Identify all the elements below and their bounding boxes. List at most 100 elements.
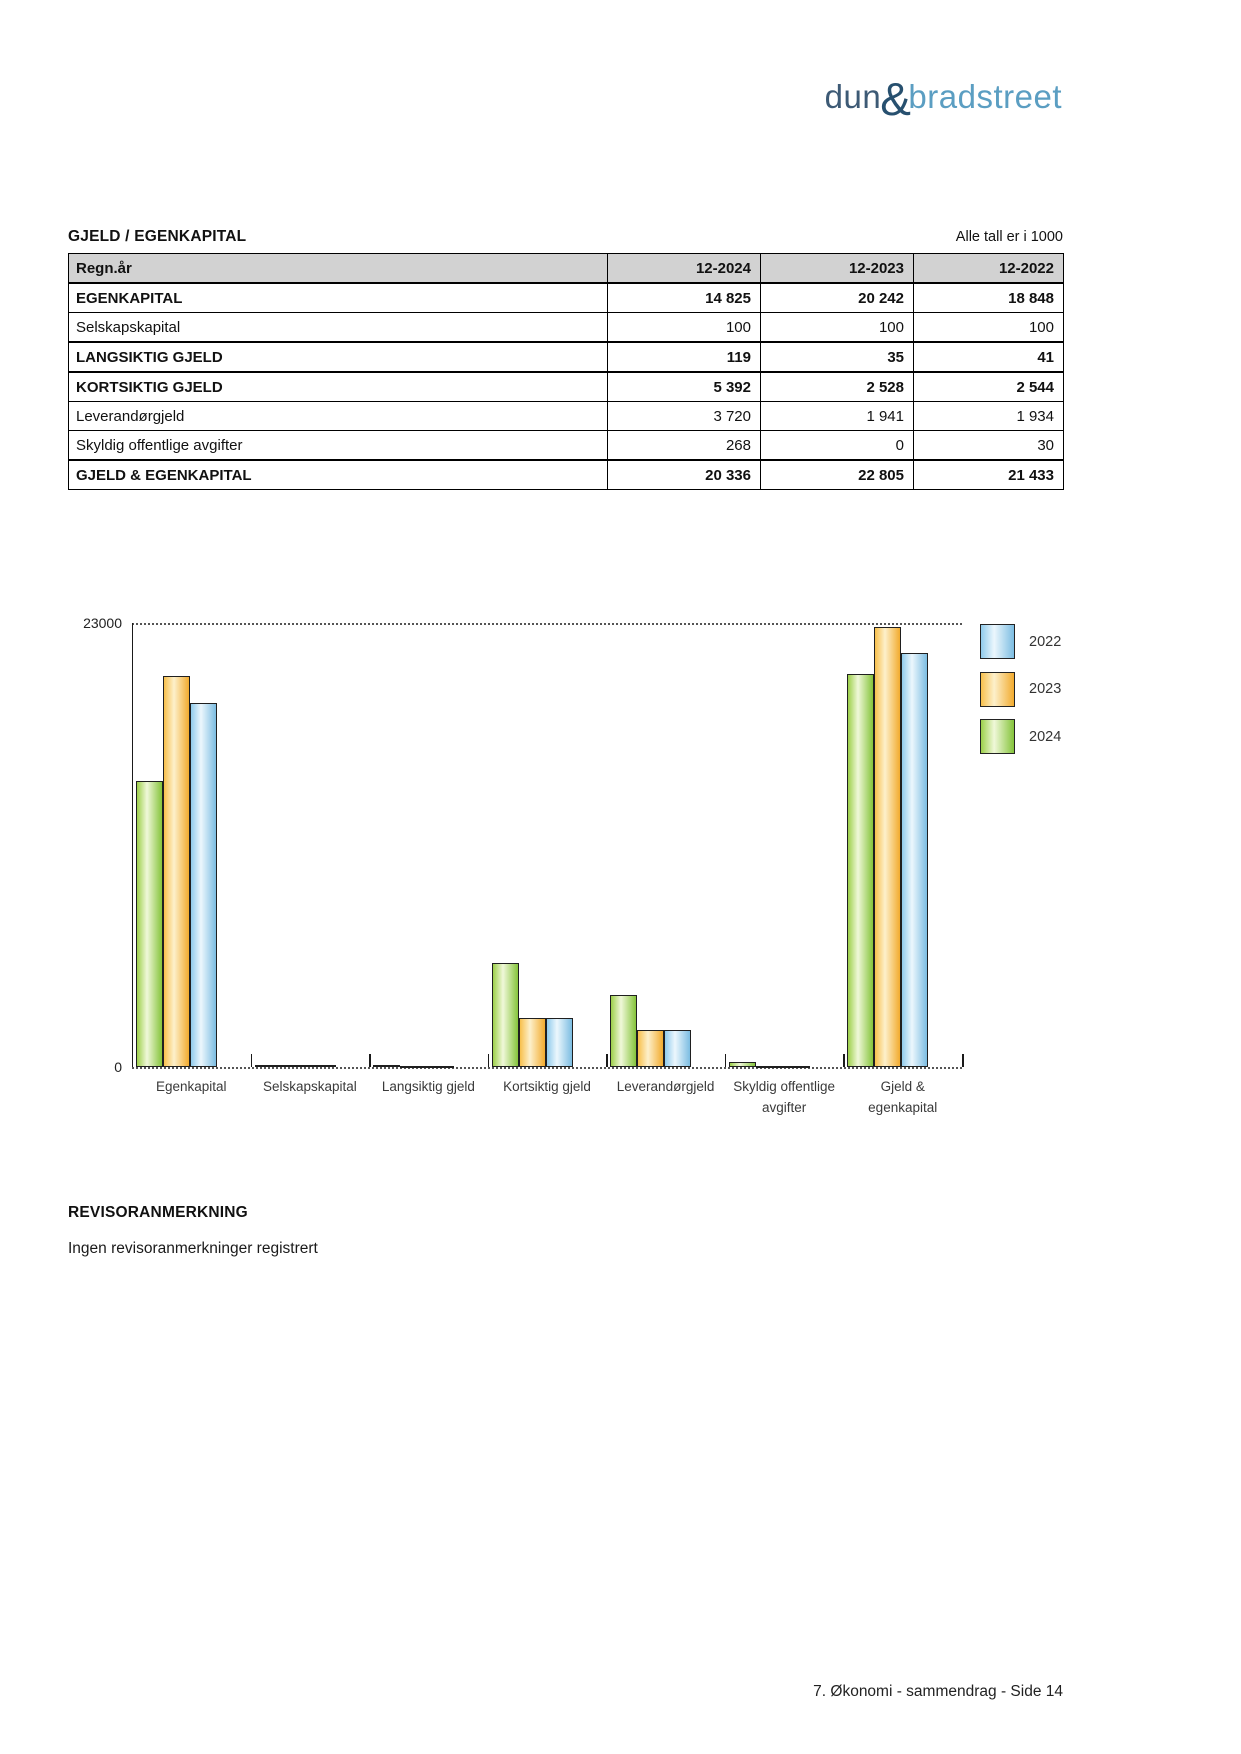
y-axis: [132, 623, 133, 1067]
row-value: 2 528: [760, 371, 914, 402]
x-axis-label: Leverandørgjeld: [616, 1079, 715, 1094]
bar: [782, 1065, 810, 1068]
row-label: EGENKAPITAL: [68, 282, 608, 313]
x-axis-tick: [843, 1054, 845, 1067]
row-value: 22 805: [760, 459, 914, 490]
logo-word-bradstreet: bradstreet: [908, 78, 1062, 115]
x-axis-tick: [724, 1054, 727, 1067]
row-label: GJELD & EGENKAPITAL: [68, 459, 608, 490]
row-value: 5 392: [607, 371, 761, 402]
row-value: 100: [760, 312, 914, 343]
legend-label: 2024: [1029, 728, 1062, 745]
x-axis-label: Skyldig offentlige avgifter: [733, 1079, 836, 1115]
bar: [400, 1065, 428, 1068]
logo-word-dun: dun: [824, 78, 882, 115]
revisor-heading: REVISORANMERKNING: [68, 1204, 248, 1221]
row-value: 0: [760, 430, 914, 461]
bar: [254, 1065, 282, 1068]
bar: [427, 1065, 455, 1068]
bar: [610, 995, 638, 1067]
y-tick-label: 0: [114, 1059, 122, 1075]
table-row: Selskapskapital 100 100 100: [68, 312, 1064, 343]
row-value: 21 433: [913, 459, 1064, 490]
x-axis-label: Kortsiktig gjeld: [503, 1079, 591, 1094]
table-row: LANGSIKTIG GJELD 119 35 41: [68, 341, 1064, 373]
x-axis-label: Egenkapital: [156, 1079, 227, 1094]
bar: [281, 1065, 309, 1068]
y-tick-label: 23000: [83, 615, 122, 631]
bar: [163, 676, 190, 1067]
dun-bradstreet-logo: dun & bradstreet: [824, 73, 1062, 125]
table-body: EGENKAPITAL 14 825 20 242 18 848 Selskapskap…: [68, 282, 1064, 490]
table-row: EGENKAPITAL 14 825 20 242 18 848: [68, 282, 1064, 313]
bar-chart: 23000 0 Egenkapital Selskapskapital Langsikt…: [0, 615, 1241, 1175]
row-label: LANGSIKTIG GJELD: [68, 341, 608, 373]
section-title: GJELD / EGENKAPITAL: [68, 228, 247, 245]
row-value: 3 720: [607, 401, 761, 431]
row-value: 35: [760, 341, 914, 373]
bar: [847, 674, 875, 1067]
row-label: Leverandørgjeld: [68, 401, 608, 431]
legend-item: 2023: [980, 671, 1062, 707]
table-row: Skyldig offentlige avgifter 268 0 30: [68, 430, 1064, 461]
baseline: [132, 1067, 962, 1069]
table-row: KORTSIKTIG GJELD 5 392 2 528 2 544: [68, 371, 1064, 402]
row-value: 20 242: [760, 282, 914, 313]
gjeld-egenkapital-table: Regn.år 12-2024 12-2023 12-2022 EGENKAPITAL…: [68, 253, 1064, 490]
section-header: GJELD / EGENKAPITAL Alle tall er i 1000: [68, 228, 1063, 246]
row-value: 18 848: [913, 282, 1064, 313]
bar: [901, 653, 929, 1067]
bar: [874, 626, 902, 1067]
column-header: 12-2022: [913, 253, 1064, 284]
legend-item: 2024: [980, 719, 1061, 754]
x-axis-tick: [487, 1054, 490, 1067]
row-label: KORTSIKTIG GJELD: [68, 371, 608, 402]
table-header-row: Regn.år 12-2024 12-2023 12-2022: [68, 253, 1064, 284]
ymax-gridline: [132, 623, 962, 625]
legend-swatch: [980, 719, 1015, 754]
bar: [491, 962, 519, 1067]
column-header: Regn.år: [68, 253, 608, 284]
row-value: 100: [913, 312, 1064, 343]
revisor-text: Ingen revisoranmerkninger registrert: [68, 1240, 318, 1257]
bar: [728, 1061, 756, 1067]
table-row: GJELD & EGENKAPITAL 20 336 22 805 21 433: [68, 459, 1064, 490]
x-axis-tick: [369, 1054, 371, 1067]
table-row: Leverandørgjeld 3 720 1 941 1 934: [68, 401, 1064, 431]
row-value: 1 941: [760, 401, 914, 431]
x-axis-label: Langsiktig gjeld: [381, 1079, 475, 1094]
units-note: Alle tall er i 1000: [955, 229, 1063, 245]
row-label: Skyldig offentlige avgifter: [68, 430, 608, 461]
legend-label: 2023: [1029, 681, 1062, 697]
bar: [637, 1029, 665, 1067]
x-axis-tick: [606, 1054, 608, 1067]
bar: [518, 1018, 546, 1067]
legend-swatch: [980, 624, 1015, 659]
row-value: 2 544: [913, 371, 1064, 402]
x-axis-tick: [962, 1054, 964, 1067]
legend-item: 2022: [980, 624, 1061, 659]
row-value: 100: [607, 312, 761, 343]
row-value: 1 934: [913, 401, 1064, 431]
bar: [308, 1065, 336, 1068]
x-axis-label: Gjeld & egenkapital: [868, 1079, 938, 1115]
legend-label: 2022: [1029, 633, 1062, 650]
row-value: 268: [607, 430, 761, 461]
row-value: 119: [607, 341, 761, 373]
legend-swatch: [980, 671, 1015, 707]
ampersand-logo-icon: &: [880, 73, 912, 125]
bar: [545, 1017, 573, 1067]
x-axis-tick: [250, 1054, 253, 1067]
column-header: 12-2023: [760, 253, 914, 284]
row-value: 30: [913, 430, 1064, 461]
row-value: 41: [913, 341, 1064, 373]
bar: [136, 780, 163, 1067]
bar: [664, 1029, 692, 1067]
column-header: 12-2024: [607, 253, 761, 284]
x-axis-label: Selskapskapital: [262, 1079, 357, 1094]
row-value: 20 336: [607, 459, 761, 490]
row-label: Selskapskapital: [68, 312, 608, 343]
bar: [755, 1065, 783, 1068]
bar: [190, 703, 217, 1067]
